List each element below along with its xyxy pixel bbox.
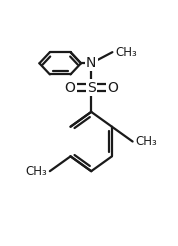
- Text: O: O: [65, 81, 75, 94]
- Text: S: S: [87, 81, 96, 94]
- Text: CH₃: CH₃: [136, 135, 157, 148]
- Text: O: O: [107, 81, 118, 94]
- Text: CH₃: CH₃: [25, 165, 47, 178]
- Text: CH₃: CH₃: [116, 46, 137, 59]
- Text: N: N: [86, 56, 96, 70]
